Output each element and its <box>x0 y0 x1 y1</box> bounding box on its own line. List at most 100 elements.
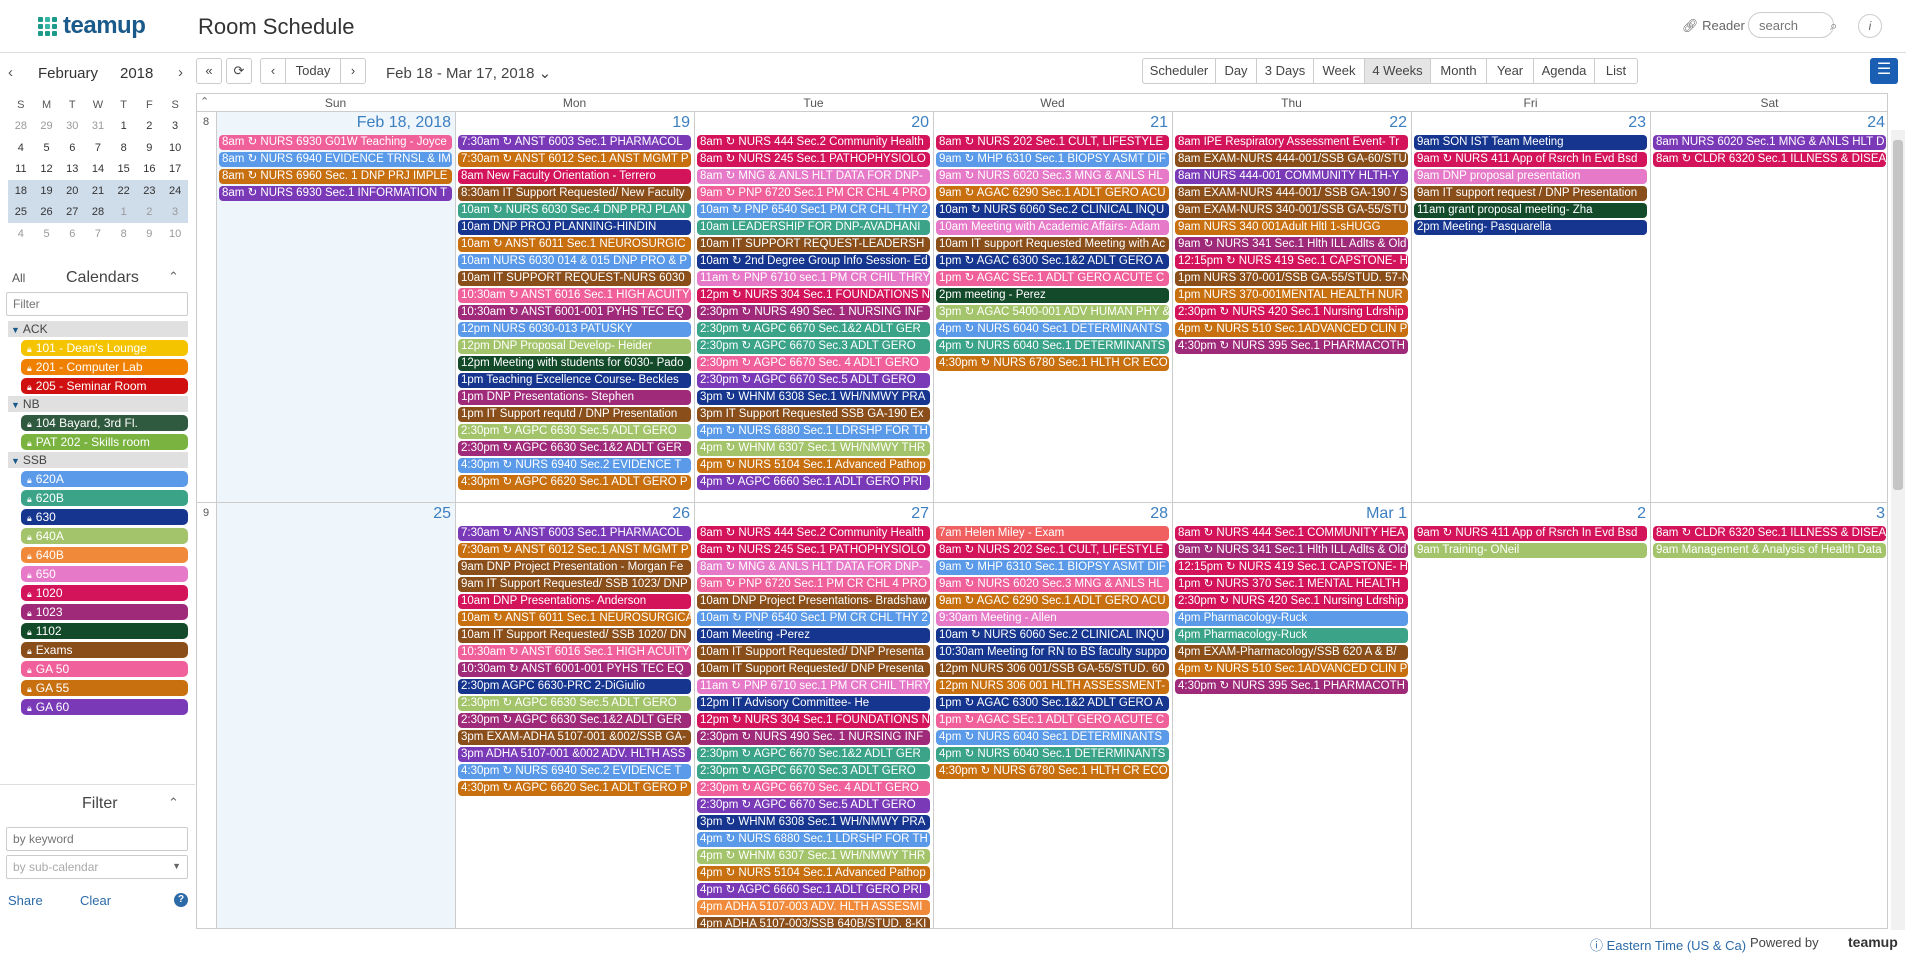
calendar-event[interactable]: 10am ↻ PNP 6540 Sec1 PM CR CHL THY 2 <box>697 203 930 218</box>
day-cell[interactable]: 22 8am IPE Respiratory Assessment Event- … <box>1172 112 1411 502</box>
day-cell[interactable]: 28 7am Helen Miley - Exam 8am ↻ NURS 202 S… <box>933 503 1172 928</box>
calendar-event[interactable]: 9am NURS 340 001Adult Hltl 1-sHUGG <box>1175 220 1408 235</box>
calendar-event[interactable]: 4:30pm ↻ NURS 395 Sec.1 PHARMACOTH <box>1175 339 1408 354</box>
view-agenda-button[interactable]: Agenda <box>1533 58 1595 84</box>
mini-day[interactable]: 9 <box>146 227 153 240</box>
calendar-event[interactable]: 4pm ↻ NURS 510 Sec.1ADVANCED CLIN P <box>1175 662 1408 677</box>
day-cell[interactable]: Mar 1 8am ↻ NURS 444 Sec.1 COMMUNITY HEA 9… <box>1172 503 1411 928</box>
prev-month-icon[interactable]: ‹ <box>8 64 13 81</box>
calendar-event[interactable]: 10am ↻ PNP 6540 Sec1 PM CR CHL THY 2 <box>697 611 930 626</box>
day-number[interactable]: 20 <box>911 114 929 131</box>
calendar-event[interactable]: 9:30am Meeting - Allen <box>936 611 1169 626</box>
mini-day[interactable]: 13 <box>66 163 79 176</box>
mini-day[interactable]: 3 <box>172 120 179 133</box>
view-scheduler-button[interactable]: Scheduler <box>1142 58 1216 84</box>
subcalendar-select[interactable]: by sub-calendar ▼ <box>6 855 188 879</box>
calendar-event[interactable]: 8am ↻ NURS 202 Sec.1 CULT, LIFESTYLE <box>936 135 1169 150</box>
calendar-event[interactable]: 2:30pm AGPC 6630-PRC 2-DiGiulio <box>458 679 691 694</box>
calendar-event[interactable]: 10:30am ↻ ANST 6016 Sec.1 HIGH ACUITY <box>458 288 691 303</box>
calendar-item[interactable]: 🔒︎ 1102 <box>21 623 188 639</box>
calendar-event[interactable]: 2pm meeting - Perez <box>936 288 1169 303</box>
mini-day[interactable]: 3 <box>162 201 188 223</box>
calendar-event[interactable]: 9am IT support request / DNP Presentatio… <box>1414 186 1647 201</box>
calendar-event[interactable]: 10am IT Support Requested/ DNP Presenta <box>697 645 930 660</box>
mini-day[interactable]: 1 <box>110 201 137 223</box>
calendar-event[interactable]: 2:30pm ↻ NURS 490 Sec. 1 NURSING INF <box>697 730 930 745</box>
mini-day[interactable]: 6 <box>69 227 76 240</box>
calendar-event[interactable]: 4pm ↻ NURS 6040 Sec.1 DETERMINANTS <box>936 339 1169 354</box>
calendar-event[interactable]: 10:30am Meeting for RN to BS faculty sup… <box>936 645 1169 660</box>
calendar-event[interactable]: 8am ↻ NURS 444 Sec.1 COMMUNITY HEA <box>1175 526 1408 541</box>
mini-day[interactable]: 20 <box>59 180 86 202</box>
calendar-event[interactable]: 10am IT support Requested Meeting with A… <box>936 237 1169 252</box>
calendar-event[interactable]: 7:30am ↻ ANST 6003 Sec.1 PHARMACOL <box>458 135 691 150</box>
calendar-event[interactable]: 10am DNP Presentations- Anderson <box>458 594 691 609</box>
view-year-button[interactable]: Year <box>1486 58 1534 84</box>
calendar-item[interactable]: 🔒︎ Exams <box>21 642 188 658</box>
calendar-event[interactable]: 8am ↻ NURS 245 Sec.1 PATHOPHYSIOLO <box>697 543 930 558</box>
mini-day[interactable]: 19 <box>33 180 60 202</box>
day-number[interactable]: 19 <box>672 114 690 131</box>
calendar-event[interactable]: 4pm Pharmacology-Ruck <box>1175 611 1408 626</box>
calendar-event[interactable]: 2:30pm ↻ AGPC 6670 Sec.3 ADLT GERO <box>697 764 930 779</box>
calendar-event[interactable]: 9am Management & Analysis of Health Data <box>1653 543 1886 558</box>
calendar-event[interactable]: 4pm ↻ AGPC 6660 Sec.1 ADLT GERO PRI <box>697 883 930 898</box>
day-cell[interactable]: 23 9am SON IST Team Meeting 9am ↻ NURS 411… <box>1411 112 1650 502</box>
calendar-event[interactable]: 12pm ↻ NURS 304 Sec.1 FOUNDATIONS N <box>697 713 930 728</box>
calendar-event[interactable]: 4:30pm ↻ AGPC 6620 Sec.1 ADLT GERO P <box>458 475 691 490</box>
calendar-event[interactable]: 4pm Pharmacology-Ruck <box>1175 628 1408 643</box>
calendar-item[interactable]: 🔒︎ 640A <box>21 528 188 544</box>
calendar-event[interactable]: 8am ↻ NURS 444 Sec.2 Community Health <box>697 135 930 150</box>
day-number[interactable]: Mar 1 <box>1366 505 1407 522</box>
calendar-event[interactable]: 12:15pm ↻ NURS 419 Sec.1 CAPSTONE- H <box>1175 254 1408 269</box>
mini-day[interactable]: 31 <box>91 120 105 133</box>
calendar-event[interactable]: 2:30pm ↻ AGPC 6670 Sec.1&2 ADLT GER <box>697 322 930 337</box>
calendar-event[interactable]: 2:30pm ↻ AGPC 6670 Sec. 4 ADLT GERO <box>697 356 930 371</box>
mini-day[interactable]: 28 <box>85 201 111 223</box>
calendar-event[interactable]: 8am ↻ NURS 202 Sec.1 CULT, LIFESTYLE <box>936 543 1169 558</box>
calendar-event[interactable]: 1pm ↻ AGAC 6300 Sec.1&2 ADLT GERO A <box>936 254 1169 269</box>
view-month-button[interactable]: Month <box>1430 58 1487 84</box>
day-cell[interactable]: 24 8am NURS 6020 Sec.1 MNG & ANLS HLT D 8a… <box>1650 112 1887 502</box>
calendar-event[interactable]: 9am ↻ NURS 6020 Sec.3 MNG & ANLS HL <box>936 577 1169 592</box>
calendar-event[interactable]: 8am EXAM-NURS 444-001/SSB GA-60/STU <box>1175 152 1408 167</box>
chevron-up-icon[interactable]: ⌃ <box>168 795 179 810</box>
calendar-event[interactable]: 3pm ↻ WHNM 6308 Sec.1 WH/NMWY PRA <box>697 815 930 830</box>
calendar-event[interactable]: 10am IT Support Requested/ DNP Presenta <box>697 662 930 677</box>
calendar-event[interactable]: 1pm NURS 370-001MENTAL HEALTH NUR <box>1175 288 1408 303</box>
calendar-event[interactable]: 8am ↻ NURS 245 Sec.1 PATHOPHYSIOLO <box>697 152 930 167</box>
calendar-event[interactable]: 4:30pm ↻ NURS 6780 Sec.1 HLTH CR ECO <box>936 356 1169 371</box>
view-4-weeks-button[interactable]: 4 Weeks <box>1364 58 1431 84</box>
mini-day[interactable]: 9 <box>146 141 153 154</box>
mini-day[interactable]: 2 <box>146 120 153 133</box>
calendar-group[interactable]: ▼ NB <box>8 396 188 412</box>
calendar-event[interactable]: 10am DNP PROJ PLANNING-HINDIN <box>458 220 691 235</box>
view-list-button[interactable]: List <box>1594 58 1638 84</box>
calendar-event[interactable]: 8am ↻ NURS 6960 Sec. 1 DNP PRJ IMPLE <box>219 169 452 184</box>
calendar-event[interactable]: 10am NURS 6030 014 & 015 DNP PRO & P <box>458 254 691 269</box>
calendar-event[interactable]: 1pm ↻ AGAC SEc.1 ADLT GERO ACUTE C <box>936 271 1169 286</box>
calendar-event[interactable]: 3pm ↻ WHNM 6308 Sec.1 WH/NMWY PRA <box>697 390 930 405</box>
mini-day[interactable]: 10 <box>168 141 182 154</box>
mini-month-label[interactable]: February <box>38 65 99 82</box>
calendar-item[interactable]: 🔒︎ GA 60 <box>21 699 188 715</box>
mini-day[interactable]: 5 <box>43 141 50 154</box>
calendar-event[interactable]: 4:30pm ↻ NURS 6780 Sec.1 HLTH CR ECO <box>936 764 1169 779</box>
mini-day[interactable]: 22 <box>110 180 137 202</box>
refresh-icon[interactable]: ⟳ <box>226 58 252 84</box>
calendar-event[interactable]: 2pm Meeting- Pasquarella <box>1414 220 1647 235</box>
mini-day[interactable]: 8 <box>120 141 127 154</box>
view-3-days-button[interactable]: 3 Days <box>1256 58 1314 84</box>
calendar-event[interactable]: 2:30pm ↻ AGPC 6670 Sec.3 ADLT GERO <box>697 339 930 354</box>
calendar-event[interactable]: 3pm IT Support Requested SSB GA-190 Ex <box>697 407 930 422</box>
today-button[interactable]: Today <box>285 58 341 84</box>
calendar-event[interactable]: 4:30pm ↻ NURS 6940 Sec.2 EVIDENCE T <box>458 458 691 473</box>
view-day-button[interactable]: Day <box>1215 58 1257 84</box>
mini-day[interactable]: 29 <box>40 120 53 133</box>
calendar-event[interactable]: 4pm ↻ WHNM 6307 Sec.1 WH/NMWY THR <box>697 849 930 864</box>
calendar-event[interactable]: 8am New Faculty Orientation - Terrero <box>458 169 691 184</box>
calendar-event[interactable]: 3pm ↻ AGAC 5400-001 ADV HUMAN PHY & <box>936 305 1169 320</box>
date-range-selector[interactable]: Feb 18 - Mar 17, 2018 ⌄ <box>386 64 551 82</box>
mini-day[interactable]: 21 <box>85 180 111 202</box>
calendar-event[interactable]: 10am IT Support Requested/ SSB 1020/ DN <box>458 628 691 643</box>
